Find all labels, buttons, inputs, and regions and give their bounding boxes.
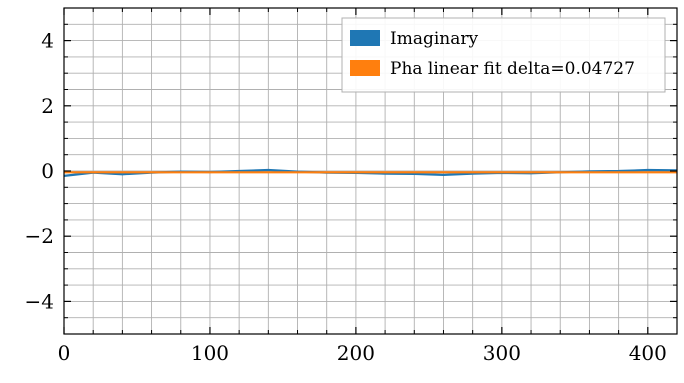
series-layer [63, 168, 678, 177]
y-tick-label: −4 [25, 289, 54, 313]
x-tick-label: 100 [191, 341, 229, 365]
ticks: 0 100 200 300 400 4 2 0 −2 −4 [25, 7, 678, 365]
y-tick-label: 4 [41, 29, 54, 53]
legend-swatch [350, 60, 380, 76]
legend-label: Pha linear fit delta=0.04727 [390, 59, 635, 79]
x-tick-label: 300 [483, 341, 521, 365]
y-tick-label: −2 [25, 224, 54, 248]
legend-swatch [350, 30, 380, 46]
legend-box [341, 17, 666, 93]
x-tick-label: 400 [629, 341, 667, 365]
y-tick-label: 2 [41, 94, 54, 118]
legend-label: Imaginary [390, 29, 479, 49]
x-tick-label: 200 [337, 341, 375, 365]
y-tick-label: 0 [41, 159, 54, 183]
legend: Imaginary Pha linear fit delta=0.04727 [341, 17, 666, 93]
x-tick-label: 0 [58, 341, 71, 365]
